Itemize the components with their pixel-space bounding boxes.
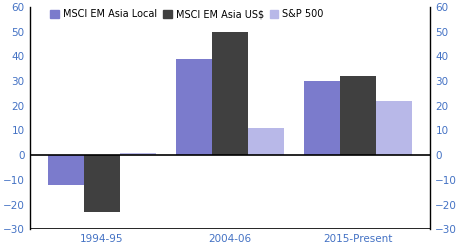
- Bar: [119, 153, 155, 155]
- Bar: [212, 32, 247, 155]
- Bar: [84, 155, 119, 212]
- Bar: [340, 76, 375, 155]
- Bar: [247, 128, 283, 155]
- Bar: [48, 155, 84, 185]
- Bar: [176, 59, 212, 155]
- Bar: [375, 101, 411, 155]
- Bar: [304, 81, 340, 155]
- Legend: MSCI EM Asia Local, MSCI EM Asia US$, S&P 500: MSCI EM Asia Local, MSCI EM Asia US$, S&…: [50, 9, 323, 20]
